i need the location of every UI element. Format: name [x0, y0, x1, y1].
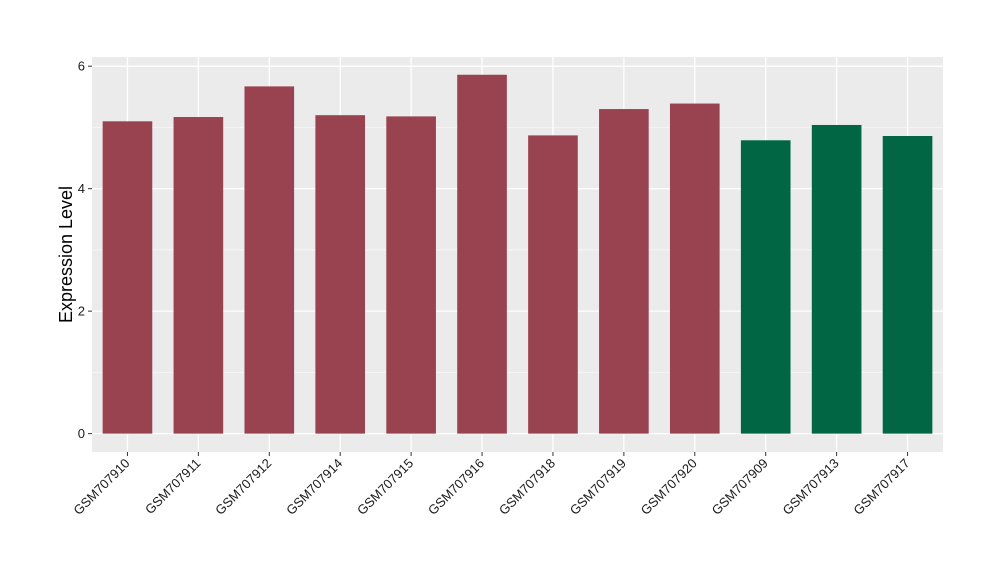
y-tick-label: 2 — [78, 304, 85, 319]
minor-gridlines — [92, 126, 943, 373]
bar-GSM707918 — [528, 135, 578, 434]
bar-GSM707909 — [740, 140, 791, 434]
x-tick-label: GSM707912 — [212, 456, 274, 518]
plot-panel — [92, 57, 943, 452]
x-tick-label: GSM707911 — [142, 456, 204, 518]
bar-GSM707915 — [386, 116, 436, 434]
x-tick-label: GSM707916 — [425, 456, 487, 518]
bar-GSM707911 — [173, 117, 224, 434]
x-tick-label: GSM707917 — [850, 456, 912, 518]
bar-GSM707914 — [315, 115, 366, 434]
bar-GSM707920 — [669, 103, 720, 434]
x-tick-label: GSM707915 — [354, 456, 416, 518]
y-tick-label: 4 — [78, 181, 85, 196]
x-tick-label: GSM707914 — [283, 456, 345, 518]
y-axis: 0 2 4 6 — [78, 59, 92, 441]
x-tick-label: GSM707909 — [709, 456, 771, 518]
x-tick-label: GSM707910 — [70, 456, 132, 518]
bar-GSM707916 — [457, 74, 507, 434]
x-axis: GSM707910 GSM707911 GSM707912 GSM707914 GSM7… — [70, 452, 913, 518]
x-tick-label: GSM707913 — [780, 456, 842, 518]
x-tick-label: GSM707919 — [567, 456, 629, 518]
bar-GSM707910 — [102, 121, 153, 434]
y-axis-title: Expression Level — [56, 186, 76, 323]
bars — [102, 74, 933, 434]
y-tick-label: 0 — [78, 426, 85, 441]
y-tick-label: 6 — [78, 59, 85, 74]
x-tick-label: GSM707918 — [496, 456, 558, 518]
bar-GSM707917 — [882, 136, 933, 434]
bar-GSM707912 — [244, 86, 295, 434]
bar-GSM707913 — [811, 124, 862, 434]
bar-GSM707919 — [599, 109, 649, 434]
x-tick-label: GSM707920 — [638, 456, 700, 518]
